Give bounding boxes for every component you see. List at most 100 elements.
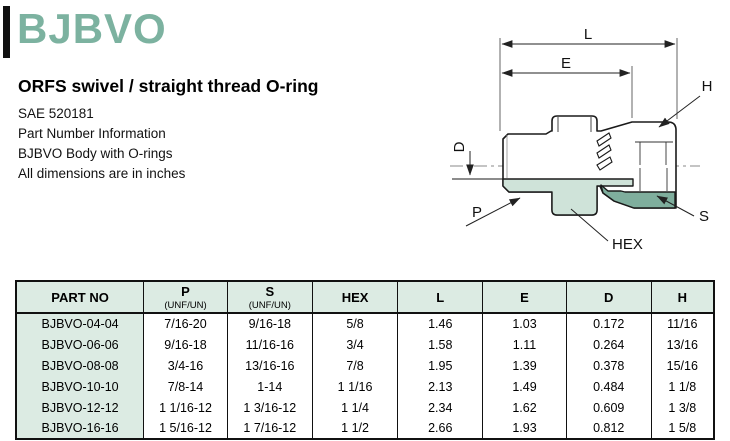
cell-e: 1.11 (482, 334, 567, 355)
table-header: PART NO P (UNF/UN) S (UNF/UN) HEX L E D H (16, 281, 714, 314)
col-header-p: P (UNF/UN) (143, 281, 228, 314)
cell-s: 1 7/16-12 (226, 418, 313, 439)
cell-p: 9/16-18 (143, 334, 228, 355)
cell-d: 0.484 (565, 376, 652, 397)
col-header-label: E (520, 289, 529, 305)
cell-l: 1.95 (397, 355, 483, 376)
cell-part-no: BJBVO-12-12 (16, 397, 144, 418)
col-header-hex: HEX (311, 281, 398, 314)
body-section-light-green (502, 178, 634, 216)
cell-d: 0.172 (565, 313, 652, 334)
thread-hatch-marks (596, 132, 613, 171)
col-header-label: D (604, 289, 614, 305)
page-title: ORFS swivel / straight thread O-ring (18, 76, 319, 96)
hex-facet-lines (557, 117, 592, 132)
nut-facet-lines (635, 141, 673, 191)
cell-e: 1.93 (482, 418, 567, 439)
col-header-h: H (650, 281, 714, 314)
dimension-label-p: P (472, 204, 482, 221)
cell-h: 1 3/8 (650, 397, 714, 418)
col-header-sublabel: (UNF/UN) (164, 299, 207, 311)
dimension-label-e: E (561, 55, 571, 72)
cell-hex: 7/8 (311, 355, 398, 376)
cell-part-no: BJBVO-08-08 (16, 355, 144, 376)
table-header-row: PART NO P (UNF/UN) S (UNF/UN) HEX L E D H (16, 281, 714, 314)
cell-p: 1 1/16-12 (143, 397, 228, 418)
dimension-label-d: D (451, 141, 468, 152)
cell-p: 7/16-20 (143, 313, 228, 334)
col-header-part-no: PART NO (16, 281, 144, 314)
fitting-cross-section-diagram: L E D H P S HEX (450, 26, 713, 253)
cell-e: 1.62 (482, 397, 567, 418)
cell-d: 0.378 (565, 355, 652, 376)
col-header-label: P (181, 283, 190, 299)
leader-line-h (658, 95, 701, 128)
cell-hex: 1 1/16 (311, 376, 398, 397)
nut-section-dark-teal (600, 184, 676, 209)
cell-part-no: BJBVO-16-16 (16, 418, 144, 439)
cell-hex: 1 1/2 (311, 418, 398, 439)
cell-p: 7/8-14 (143, 376, 228, 397)
cell-e: 1.03 (482, 313, 567, 334)
cell-d: 0.264 (565, 334, 652, 355)
cell-l: 2.66 (397, 418, 483, 439)
dimension-label-s: S (699, 208, 709, 225)
info-line-body: BJBVO Body with O-rings (18, 146, 173, 161)
cell-d: 0.609 (565, 397, 652, 418)
table-row: BJBVO-08-08 3/4-16 13/16-16 7/8 1.95 1.3… (16, 355, 714, 376)
logo-accent-bar (3, 6, 10, 58)
col-header-label: PART NO (51, 289, 109, 305)
cell-p: 3/4-16 (143, 355, 228, 376)
cell-hex: 1 1/4 (311, 397, 398, 418)
cell-d: 0.812 (565, 418, 652, 439)
cell-hex: 3/4 (311, 334, 398, 355)
cell-part-no: BJBVO-06-06 (16, 334, 144, 355)
leader-line-p (465, 197, 521, 227)
table-row: BJBVO-04-04 7/16-20 9/16-18 5/8 1.46 1.0… (16, 313, 714, 334)
dimension-table: PART NO P (UNF/UN) S (UNF/UN) HEX L E D H … (15, 280, 715, 440)
table-body: BJBVO-04-04 7/16-20 9/16-18 5/8 1.46 1.0… (16, 313, 714, 439)
table-row: BJBVO-06-06 9/16-18 11/16-16 3/4 1.58 1.… (16, 334, 714, 355)
table-row: BJBVO-10-10 7/8-14 1-14 1 1/16 2.13 1.49… (16, 376, 714, 397)
col-header-s: S (UNF/UN) (226, 281, 313, 314)
col-header-e: E (482, 281, 567, 314)
cell-h: 13/16 (650, 334, 714, 355)
info-line-part-number: Part Number Information (18, 126, 166, 141)
logo-text: BJBVO (17, 5, 167, 52)
cell-part-no: BJBVO-10-10 (16, 376, 144, 397)
cell-h: 11/16 (650, 313, 714, 334)
col-header-d: D (565, 281, 652, 314)
col-header-sublabel: (UNF/UN) (248, 299, 291, 311)
cell-p: 1 5/16-12 (143, 418, 228, 439)
col-header-label: H (677, 289, 687, 305)
info-line-sae: SAE 520181 (18, 106, 94, 121)
cell-l: 2.13 (397, 376, 483, 397)
table-row: BJBVO-12-12 1 1/16-12 1 3/16-12 1 1/4 2.… (16, 397, 714, 418)
cell-l: 1.58 (397, 334, 483, 355)
cell-s: 1 3/16-12 (226, 397, 313, 418)
cell-s: 1-14 (226, 376, 313, 397)
cell-part-no: BJBVO-04-04 (16, 313, 144, 334)
dimension-label-l: L (584, 26, 592, 43)
cell-e: 1.49 (482, 376, 567, 397)
col-header-label: L (436, 289, 445, 305)
col-header-label: HEX (341, 289, 369, 305)
cell-h: 15/16 (650, 355, 714, 376)
cell-s: 11/16-16 (226, 334, 313, 355)
cell-s: 9/16-18 (226, 313, 313, 334)
col-header-label: S (265, 283, 275, 299)
dimension-label-h: H (702, 78, 713, 95)
leader-line-hex (570, 208, 609, 242)
info-line-units: All dimensions are in inches (18, 166, 186, 181)
dimension-label-hex: HEX (612, 236, 643, 253)
info-block: SAE 520181 Part Number Information BJBVO… (18, 104, 185, 184)
cell-h: 1 1/8 (650, 376, 714, 397)
cell-s: 13/16-16 (226, 355, 313, 376)
leader-line-s (656, 195, 695, 217)
extension-lines (499, 38, 678, 131)
cell-hex: 5/8 (311, 313, 398, 334)
cell-l: 2.34 (397, 397, 483, 418)
col-header-l: L (397, 281, 483, 314)
cell-e: 1.39 (482, 355, 567, 376)
